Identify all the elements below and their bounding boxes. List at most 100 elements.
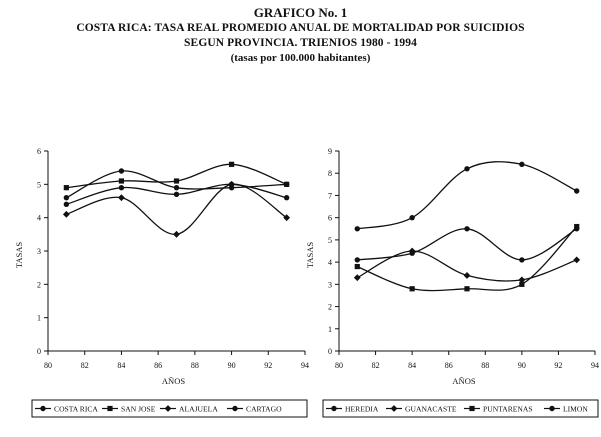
data-point-cartago <box>118 168 125 174</box>
data-point-limon <box>409 214 415 221</box>
legend-marker-costa-rica <box>40 405 46 412</box>
legend-marker-alajuela <box>164 405 172 412</box>
x-tick-label: 82 <box>372 361 380 370</box>
legend-label-limon: LIMON <box>563 405 588 414</box>
figure-subtitle-2: SEGUN PROVINCIA. TRIENIOS 1980 - 1994 <box>184 37 417 49</box>
data-point-puntarenas <box>409 286 415 292</box>
data-point-guanacaste <box>463 272 471 279</box>
data-point-costa-rica <box>63 201 70 208</box>
x-tick-label: 80 <box>335 361 343 370</box>
data-point-alajuela <box>173 230 180 238</box>
x-tick-label: 94 <box>301 361 309 370</box>
figure-titles: GRAFICO No. 1 COSTA RICA: TASA REAL PROM… <box>0 4 601 66</box>
legend: HEREDIA GUANACASTE PUNTARENAS LIMON <box>322 399 599 418</box>
data-point-limon <box>519 161 525 168</box>
data-point-cartago <box>173 184 180 191</box>
x-tick-label: 84 <box>408 361 416 370</box>
data-point-heredia <box>519 257 525 263</box>
data-point-heredia <box>354 257 360 263</box>
data-point-cartago <box>283 181 290 188</box>
y-tick-label: 3 <box>328 280 332 289</box>
y-tick-label: 5 <box>37 180 41 189</box>
data-point-costa-rica <box>118 184 125 191</box>
y-tick-label: 1 <box>37 314 41 323</box>
legend: COSTA RICA SAN JOSE ALAJUELA CARTAGO <box>31 399 308 418</box>
data-point-limon <box>464 166 470 172</box>
legend-marker-guanacaste <box>390 405 398 412</box>
data-point-san-jose <box>228 161 235 167</box>
y-tick-label: 6 <box>37 147 41 156</box>
y-tick-label: 5 <box>328 236 332 245</box>
data-point-puntarenas <box>464 286 470 292</box>
data-point-alajuela <box>62 210 70 218</box>
legend-label-costa-rica: COSTA RICA <box>54 405 98 414</box>
figure-title: GRAFICO No. 1 <box>253 5 348 20</box>
x-tick-label: 94 <box>591 361 599 370</box>
y-axis-label: TASAS <box>305 242 315 269</box>
legend-marker-san-jose <box>107 405 113 412</box>
data-point-san-jose <box>118 178 125 184</box>
legend-label-alajuela: ALAJUELA <box>179 405 218 414</box>
x-tick-label: 90 <box>228 361 236 370</box>
data-point-limon <box>574 188 580 194</box>
data-point-guanacaste <box>353 274 361 282</box>
data-point-cartago <box>63 194 70 201</box>
y-axis-label: TASAS <box>14 242 24 269</box>
x-tick-label: 84 <box>117 361 125 370</box>
series-limon <box>354 161 580 232</box>
y-tick-label: 4 <box>328 258 332 267</box>
series-guanacaste <box>353 247 581 284</box>
data-point-puntarenas <box>574 223 580 230</box>
legend-marker-cartago <box>232 405 238 412</box>
y-tick-label: 0 <box>37 347 41 356</box>
data-point-costa-rica <box>283 194 290 201</box>
chart-right: 0 1 2 3 4 5 6 7 8 9 80 82 84 86 88 90 92 94 AÑOS TASAS HERED… <box>305 147 599 418</box>
x-tick-label: 90 <box>518 361 526 370</box>
x-tick-label: 86 <box>154 361 162 370</box>
y-tick-label: 7 <box>328 191 332 200</box>
data-point-costa-rica <box>173 191 180 198</box>
x-tick-label: 82 <box>81 361 89 370</box>
series-cartago <box>63 168 290 201</box>
data-point-guanacaste <box>518 276 526 284</box>
data-point-limon <box>354 226 360 232</box>
x-tick-label: 80 <box>44 361 52 370</box>
data-point-san-jose <box>173 178 180 184</box>
series-alajuela <box>62 180 291 238</box>
legend-marker-heredia <box>331 405 337 412</box>
chart-left: 0 1 2 3 4 5 6 80 82 84 86 88 90 92 94 AÑOS TASAS COSTA RI… <box>14 147 309 418</box>
data-point-alajuela <box>283 214 291 222</box>
y-tick-label: 3 <box>37 247 41 256</box>
figure-units-note: (tasas por 100.000 habitantes) <box>230 52 371 64</box>
legend-marker-limon <box>549 405 555 412</box>
legend-label-cartago: CARTAGO <box>246 405 282 414</box>
data-point-guanacaste <box>408 247 416 255</box>
legend-label-heredia: HEREDIA <box>345 405 379 414</box>
legend-marker-puntarenas <box>469 405 475 412</box>
x-tick-label: 88 <box>481 361 489 370</box>
data-point-san-jose <box>63 185 69 191</box>
data-point-heredia <box>464 226 470 232</box>
series-puntarenas <box>354 223 580 292</box>
data-point-guanacaste <box>573 256 581 264</box>
legend-label-guanacaste: GUANACASTE <box>405 405 457 414</box>
data-point-puntarenas <box>519 281 525 287</box>
y-tick-label: 2 <box>37 280 41 289</box>
y-tick-label: 6 <box>328 214 332 223</box>
figure-subtitle: COSTA RICA: TASA REAL PROMEDIO ANUAL DE … <box>76 22 525 34</box>
x-axis-label: AÑOS <box>452 376 475 386</box>
x-tick-label: 92 <box>264 361 272 370</box>
x-axis-label: AÑOS <box>162 376 185 386</box>
y-tick-label: 0 <box>328 347 332 356</box>
x-tick-label: 92 <box>554 361 562 370</box>
data-point-cartago <box>228 184 235 191</box>
legend-label-san-jose: SAN JOSE <box>121 405 156 414</box>
y-tick-label: 9 <box>328 147 332 156</box>
legend-label-puntarenas: PUNTARENAS <box>483 405 533 414</box>
y-tick-label: 1 <box>328 325 332 334</box>
x-tick-label: 86 <box>445 361 453 370</box>
data-point-alajuela <box>118 194 125 202</box>
legend-box <box>322 399 599 418</box>
data-point-alajuela <box>228 180 235 188</box>
